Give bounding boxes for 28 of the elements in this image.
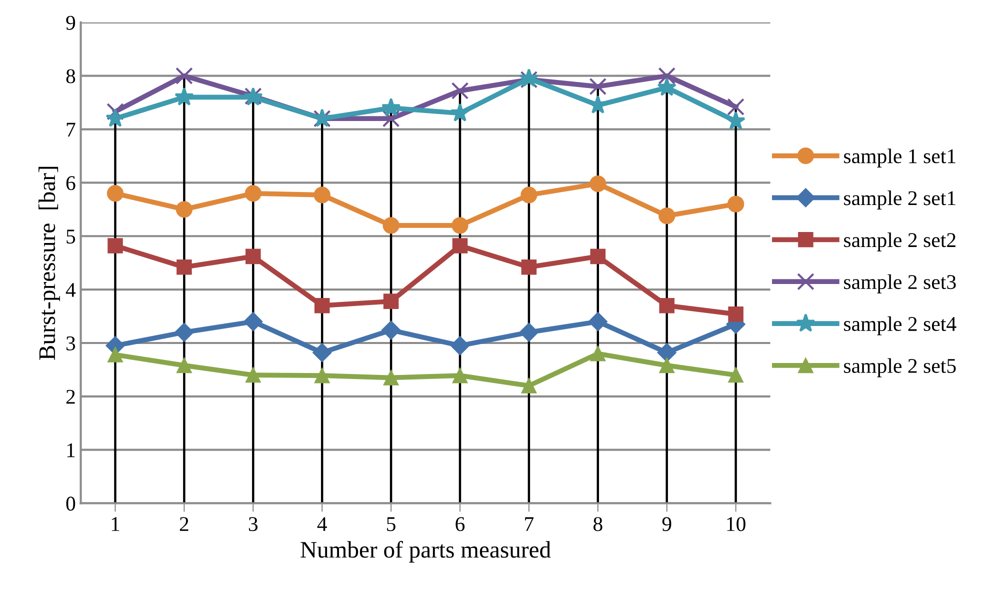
legend-label: sample 2 set3: [844, 274, 956, 294]
y-tick-label: 9: [66, 16, 76, 30]
y-tick-label: 0: [66, 496, 76, 511]
y-tick-label: 5: [66, 230, 76, 244]
x-tick-label: 1: [112, 517, 120, 531]
x-tick-label: 7: [525, 517, 534, 531]
y-tick-label: 6: [66, 176, 76, 190]
x-tick-label: 9: [662, 517, 672, 532]
y-axis-title: Burst-pressure [bar]: [38, 166, 60, 360]
y-tick-label: 3: [66, 336, 76, 350]
y-tick-label: 2: [66, 390, 75, 404]
legend-label: sample 2 set1: [844, 190, 956, 210]
x-tick-label: 2: [180, 517, 188, 531]
x-tick-label: 6: [456, 517, 465, 532]
y-tick-label: 4: [66, 283, 76, 297]
y-tick-label: 7: [66, 122, 76, 137]
x-tick-label: 8: [593, 517, 602, 532]
legend-label: sample 2 set4: [844, 316, 956, 336]
x-tick-label: 4: [317, 517, 327, 531]
y-tick-label: 1: [67, 443, 75, 458]
x-tick-label: 5: [387, 517, 396, 532]
legend-label: sample 1 set1: [844, 148, 956, 168]
legend-label: sample 2 set5: [844, 358, 956, 378]
x-tick-label: 3: [248, 517, 258, 532]
legend-label: sample 2 set2: [844, 232, 956, 252]
x-tick-label: 10: [727, 517, 746, 532]
y-tick-label: 8: [66, 69, 76, 84]
x-axis-title: Number of parts measured: [300, 540, 551, 563]
